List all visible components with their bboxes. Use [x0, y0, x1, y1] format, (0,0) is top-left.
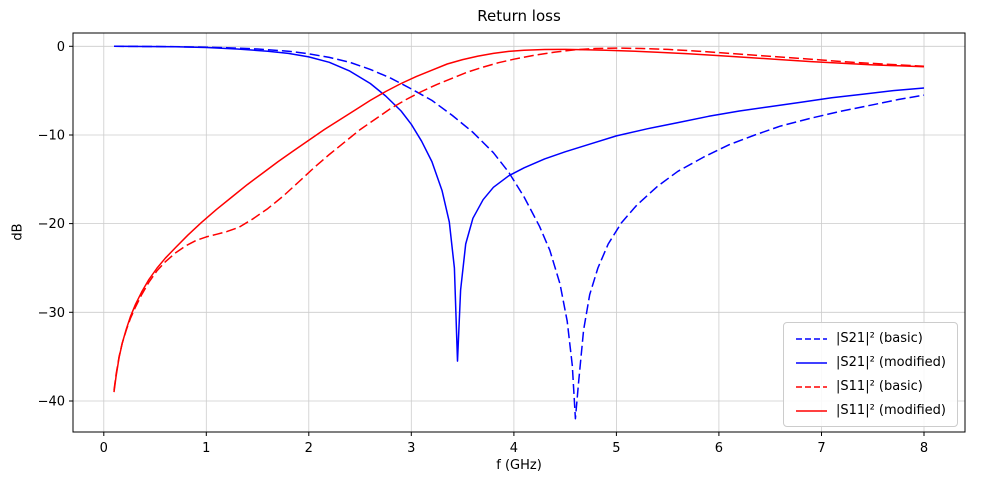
- series-s11-modified: [113, 48, 925, 393]
- y-tick-label: −10: [38, 129, 65, 144]
- x-tick-label: 0: [100, 441, 108, 456]
- x-axis-label: f (GHz): [496, 458, 542, 473]
- legend-item-s21-modified: |S21|² (modified): [795, 355, 946, 370]
- x-tick-label: 8: [920, 441, 928, 456]
- legend-line-sample: [796, 385, 828, 388]
- legend-label: |S21|² (modified): [836, 355, 946, 370]
- legend-line-sample: [796, 361, 828, 364]
- series-s21-basic: [113, 45, 925, 420]
- x-tick-label: 2: [305, 441, 313, 456]
- x-tick-label: 4: [510, 441, 518, 456]
- y-tick-label: −20: [38, 217, 65, 232]
- legend-line-sample: [796, 337, 828, 340]
- x-tick-label: 6: [715, 441, 723, 456]
- series-s11-basic: [113, 47, 925, 391]
- axes-frame: [72, 32, 966, 433]
- x-tick-label: 3: [407, 441, 415, 456]
- y-tick-label: 0: [57, 40, 65, 55]
- y-tick-label: −40: [38, 395, 65, 410]
- legend-label: |S21|² (basic): [836, 331, 923, 346]
- series-s21-modified: [113, 45, 925, 362]
- legend-line-sample: [796, 409, 828, 412]
- legend-item-s11-modified: |S11|² (modified): [795, 403, 946, 418]
- chart-title: Return loss: [477, 7, 561, 25]
- y-tick-label: −30: [38, 306, 65, 321]
- legend-item-s21-basic: |S21|² (basic): [795, 331, 946, 346]
- legend-label: |S11|² (modified): [836, 403, 946, 418]
- x-tick-label: 7: [817, 441, 825, 456]
- y-axis-label: dB: [10, 223, 26, 241]
- x-tick-label: 1: [202, 441, 210, 456]
- legend-item-s11-basic: |S11|² (basic): [795, 379, 946, 394]
- legend-label: |S11|² (basic): [836, 379, 923, 394]
- legend: |S21|² (basic) |S21|² (modified) |S11|² …: [783, 322, 958, 427]
- x-tick-label: 5: [612, 441, 620, 456]
